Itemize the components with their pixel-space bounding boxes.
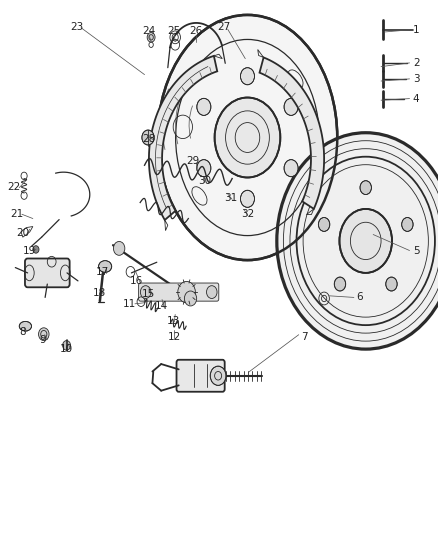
FancyBboxPatch shape — [25, 259, 70, 287]
Text: 19: 19 — [23, 246, 36, 255]
Text: 7: 7 — [301, 332, 308, 342]
Text: 17: 17 — [96, 267, 110, 277]
Text: 21: 21 — [10, 209, 23, 219]
Circle shape — [140, 286, 151, 298]
Circle shape — [197, 160, 211, 177]
Circle shape — [147, 33, 155, 42]
Text: 32: 32 — [241, 209, 254, 219]
Circle shape — [206, 286, 217, 298]
Text: 16: 16 — [130, 277, 143, 286]
Text: 25: 25 — [168, 26, 181, 36]
Circle shape — [339, 209, 392, 273]
Text: 14: 14 — [155, 302, 168, 311]
Polygon shape — [149, 56, 217, 220]
Text: 30: 30 — [198, 176, 212, 186]
Ellipse shape — [19, 321, 32, 331]
Text: 31: 31 — [225, 193, 238, 203]
Circle shape — [284, 98, 298, 116]
FancyBboxPatch shape — [177, 360, 225, 392]
Text: 11: 11 — [123, 299, 136, 309]
Circle shape — [215, 98, 280, 177]
FancyBboxPatch shape — [138, 283, 219, 301]
Circle shape — [240, 68, 254, 85]
Circle shape — [277, 133, 438, 349]
Polygon shape — [260, 58, 324, 209]
Circle shape — [318, 217, 330, 231]
Text: 24: 24 — [142, 26, 155, 36]
Text: 22: 22 — [7, 182, 21, 191]
Circle shape — [142, 130, 154, 145]
Text: 6: 6 — [356, 293, 363, 302]
Circle shape — [197, 98, 211, 116]
Text: 10: 10 — [60, 344, 73, 354]
Circle shape — [39, 328, 49, 341]
Text: 8: 8 — [19, 327, 26, 336]
Text: 1: 1 — [413, 25, 420, 35]
Text: 3: 3 — [413, 74, 420, 84]
Text: 15: 15 — [141, 289, 155, 299]
Text: 18: 18 — [93, 288, 106, 298]
Circle shape — [63, 341, 71, 350]
Text: 4: 4 — [413, 94, 420, 103]
Text: 29: 29 — [186, 156, 199, 166]
Ellipse shape — [158, 15, 337, 260]
Text: 5: 5 — [413, 246, 420, 255]
Text: 9: 9 — [39, 335, 46, 345]
Circle shape — [240, 190, 254, 207]
Circle shape — [184, 291, 197, 306]
Circle shape — [402, 217, 413, 231]
Circle shape — [33, 246, 39, 253]
Circle shape — [360, 181, 371, 195]
Text: 27: 27 — [217, 22, 230, 31]
Circle shape — [178, 281, 195, 303]
Text: 28: 28 — [142, 134, 155, 143]
Circle shape — [210, 366, 226, 385]
Circle shape — [386, 277, 397, 291]
Text: 12: 12 — [168, 332, 181, 342]
Text: 13: 13 — [166, 316, 180, 326]
Circle shape — [284, 160, 298, 177]
Circle shape — [334, 277, 346, 291]
Text: 20: 20 — [16, 229, 29, 238]
Text: 2: 2 — [413, 58, 420, 68]
Ellipse shape — [99, 261, 112, 272]
Text: 23: 23 — [70, 22, 83, 31]
Text: 26: 26 — [190, 26, 203, 36]
Circle shape — [113, 241, 125, 255]
